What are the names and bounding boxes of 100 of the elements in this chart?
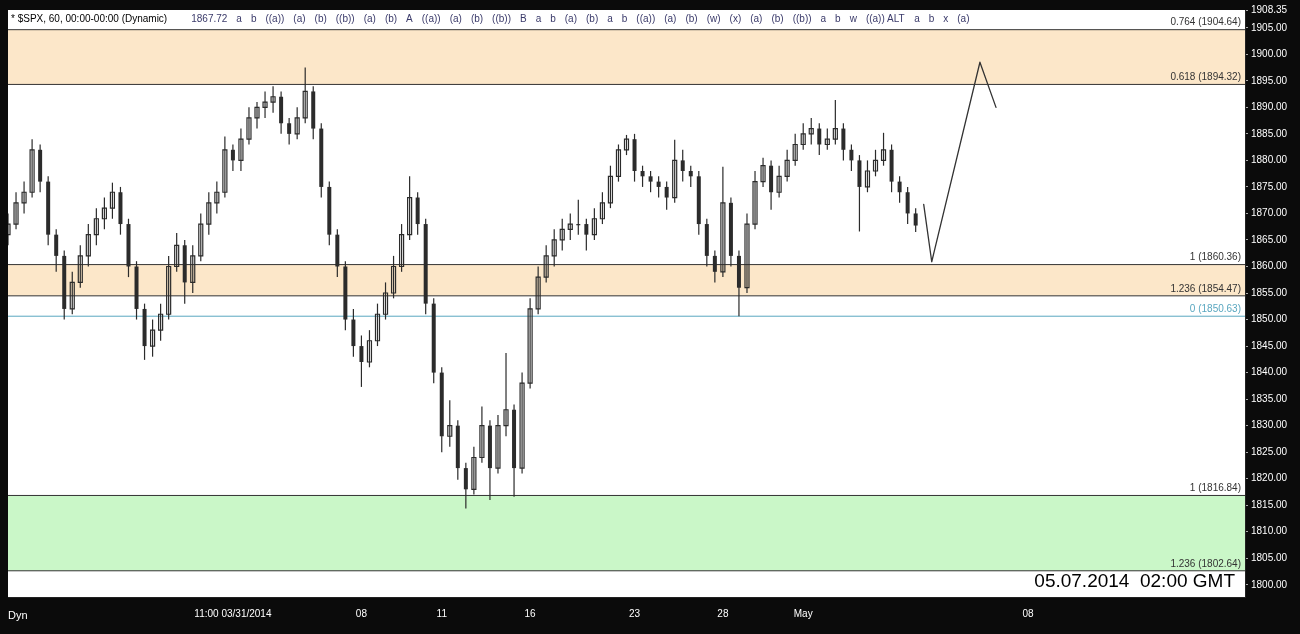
candlestick bbox=[792, 133, 798, 167]
annotation: (b) bbox=[384, 12, 398, 24]
y-tick-label: 1830.00 bbox=[1251, 419, 1288, 431]
candlestick bbox=[407, 175, 413, 241]
candlestick bbox=[29, 138, 35, 199]
candlestick bbox=[656, 175, 661, 199]
candlestick bbox=[664, 181, 669, 211]
candlestick bbox=[374, 303, 381, 347]
candlestick bbox=[238, 127, 244, 172]
x-tick-label: 11 bbox=[436, 607, 448, 619]
annotation: b bbox=[550, 12, 557, 24]
annotation: ((a)) bbox=[636, 12, 656, 24]
y-tick-label: 1895.00 bbox=[1251, 74, 1288, 86]
annotation: w bbox=[848, 12, 858, 24]
x-tick-label: 08 bbox=[1022, 607, 1035, 619]
candlestick bbox=[503, 352, 509, 437]
annotation: a bbox=[820, 12, 827, 24]
annotation: x bbox=[943, 12, 949, 24]
candlestick bbox=[824, 127, 830, 151]
ref-line-label: 1 (1860.36) bbox=[1189, 251, 1241, 263]
annotation: a bbox=[236, 12, 243, 24]
y-tick-label: 1805.00 bbox=[1251, 552, 1288, 564]
x-tick-label: May bbox=[793, 607, 813, 619]
y-tick-label: 1845.00 bbox=[1251, 339, 1288, 351]
ref-line-label: 1.236 (1802.64) bbox=[1170, 557, 1241, 569]
candlestick bbox=[607, 165, 614, 209]
y-tick-label: 1840.00 bbox=[1251, 366, 1288, 378]
y-tick-label: 1800.00 bbox=[1251, 578, 1288, 590]
candlestick bbox=[841, 122, 846, 161]
candlestick bbox=[230, 143, 235, 172]
y-tick-label: 1890.00 bbox=[1251, 101, 1288, 113]
candlestick bbox=[101, 196, 107, 230]
annotation: 1867.72 bbox=[191, 12, 228, 24]
annotation: (b) bbox=[771, 12, 784, 24]
annotation: B bbox=[519, 12, 527, 24]
annotation: (a) bbox=[293, 12, 306, 24]
candlestick bbox=[93, 207, 99, 246]
annotation: ((a)) bbox=[265, 12, 285, 24]
y-tick-label: 1870.00 bbox=[1251, 207, 1288, 219]
x-tick-label: 28 bbox=[717, 607, 729, 619]
candlestick bbox=[495, 414, 501, 474]
candlestick bbox=[913, 207, 918, 233]
annotation: a bbox=[914, 12, 921, 24]
annotation: a bbox=[535, 12, 542, 24]
candlestick bbox=[214, 181, 220, 215]
candlestick bbox=[359, 334, 364, 388]
annotation: ((b)) bbox=[492, 12, 511, 24]
y-tick-label: 1875.00 bbox=[1251, 180, 1288, 192]
annotation: ((b)) bbox=[792, 12, 812, 24]
annotation: b bbox=[835, 12, 842, 24]
candlestick bbox=[784, 149, 790, 183]
annotation: ((a)) ALT bbox=[865, 12, 905, 24]
candlestick bbox=[479, 405, 485, 464]
candlestick bbox=[599, 191, 605, 225]
annotation: (w) bbox=[706, 12, 721, 24]
annotation: 05.07.2014 02:00 GMT bbox=[1034, 569, 1236, 591]
annotation: (a) bbox=[449, 12, 462, 24]
candlestick bbox=[623, 134, 630, 156]
candlestick bbox=[158, 303, 164, 342]
candlestick bbox=[109, 182, 116, 220]
candlestick bbox=[817, 122, 822, 156]
candlestick bbox=[527, 297, 533, 390]
candlestick bbox=[254, 101, 260, 130]
candlestick bbox=[776, 165, 782, 199]
chart-title: * $SPX, 60, 00:00-00:00 (Dynamic) bbox=[11, 12, 168, 24]
ref-line-label: 1.236 (1854.47) bbox=[1170, 282, 1241, 294]
candlestick bbox=[559, 218, 565, 252]
y-tick-label: 1820.00 bbox=[1251, 472, 1288, 484]
annotation: (a) bbox=[957, 12, 970, 24]
candlestick bbox=[591, 207, 597, 241]
ref-line-label: 0 (1850.63) bbox=[1189, 302, 1241, 314]
y-tick-label: 1825.00 bbox=[1251, 445, 1288, 457]
candlestick bbox=[149, 318, 156, 358]
annotation: a bbox=[607, 12, 614, 24]
y-tick-label: 1865.00 bbox=[1251, 233, 1288, 245]
candlestick bbox=[648, 170, 653, 193]
y-tick-label: 1900.00 bbox=[1251, 48, 1288, 60]
y-tick-label: 1835.00 bbox=[1251, 392, 1288, 404]
y-tick-label: 1905.00 bbox=[1251, 21, 1288, 33]
candlestick bbox=[880, 132, 887, 167]
candlestick bbox=[872, 149, 879, 177]
annotation: (a) bbox=[363, 12, 376, 24]
candlestick bbox=[287, 117, 292, 146]
y-tick-label: 1860.00 bbox=[1251, 260, 1288, 272]
candlestick bbox=[246, 106, 252, 146]
candlestick bbox=[519, 372, 525, 474]
annotation: ((b)) bbox=[335, 12, 355, 24]
annotation: b bbox=[621, 12, 628, 24]
annotation: b bbox=[928, 12, 935, 24]
candlestick bbox=[447, 399, 453, 448]
annotation: (b) bbox=[685, 12, 698, 24]
candlestick bbox=[800, 122, 806, 151]
annotation: (a) bbox=[664, 12, 677, 24]
y-tick-label: 1855.00 bbox=[1251, 286, 1288, 298]
candlestick bbox=[752, 170, 758, 230]
candlestick bbox=[672, 139, 678, 204]
candlestick bbox=[905, 186, 910, 225]
candlestick bbox=[808, 117, 814, 146]
annotation: (x) bbox=[729, 12, 742, 24]
candlestick bbox=[849, 143, 854, 172]
